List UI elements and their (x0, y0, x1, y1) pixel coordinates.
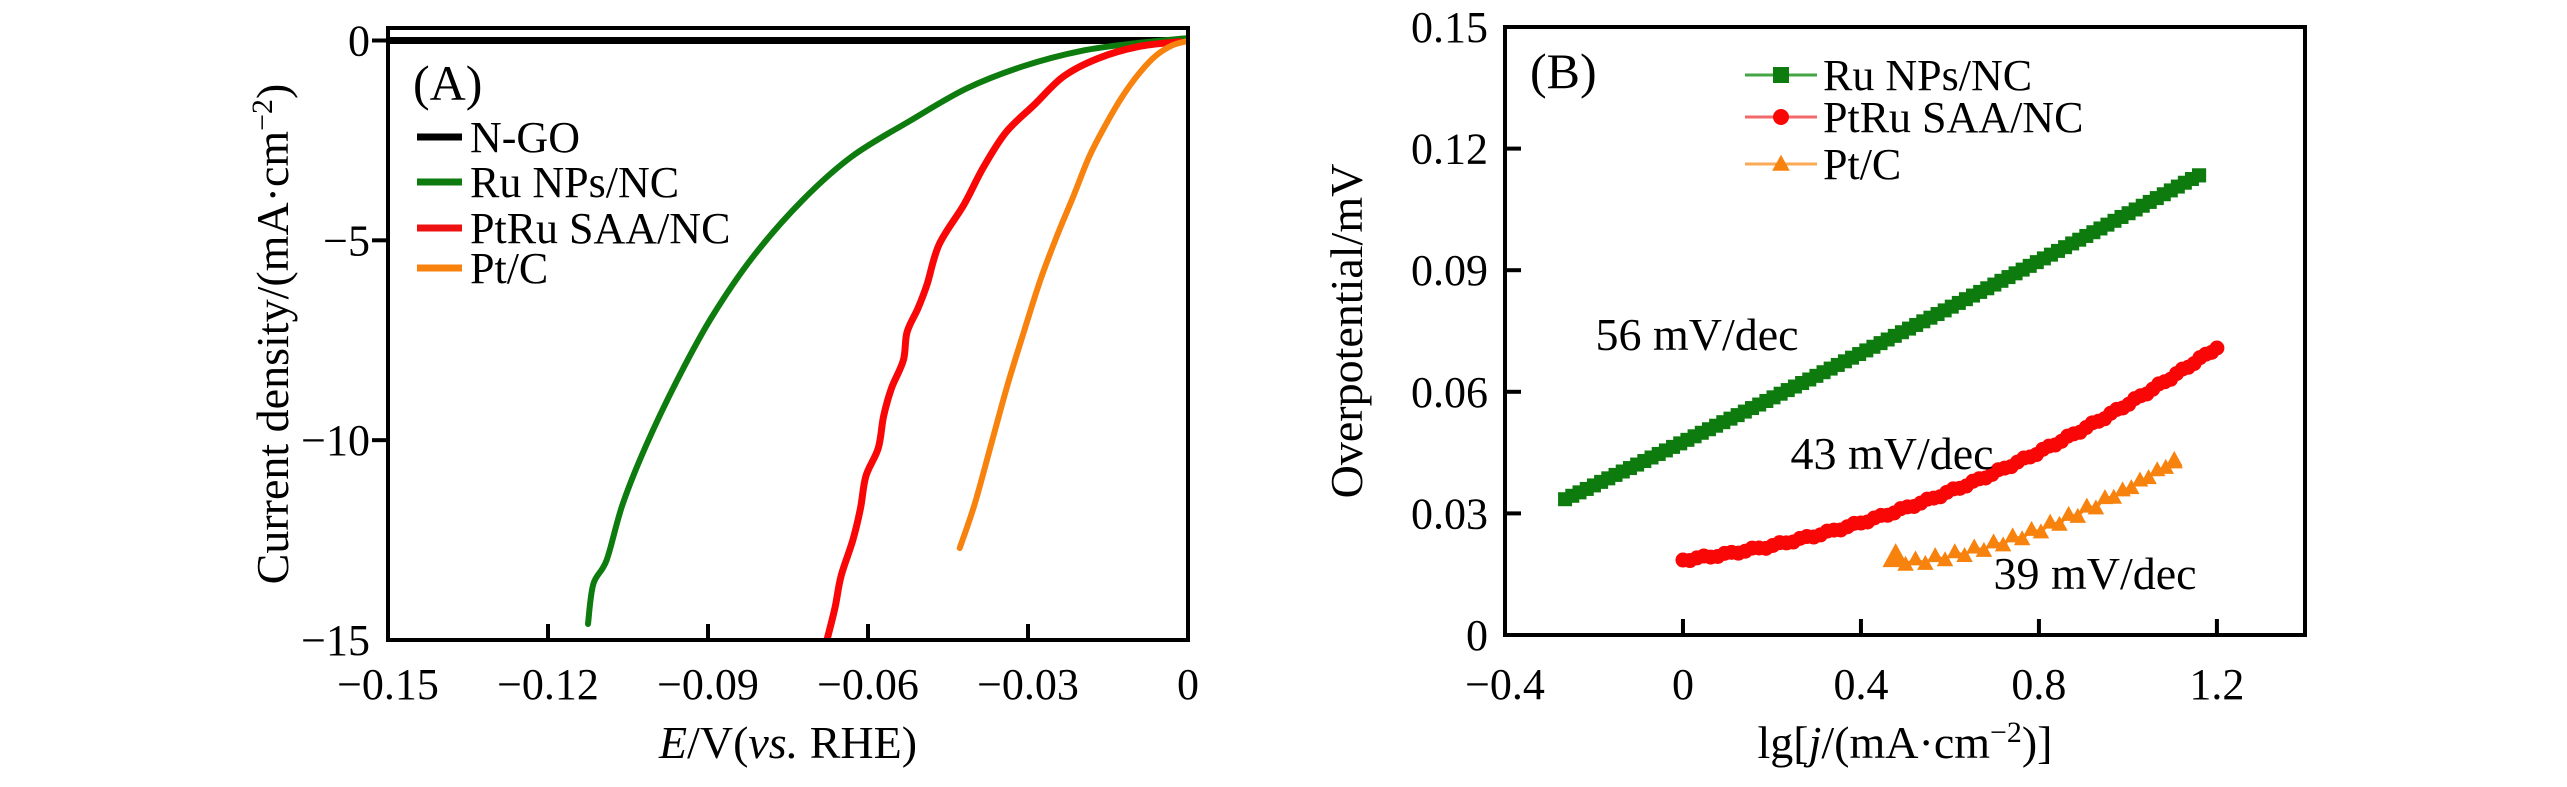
panel-b: −0.4 0 0.4 0.8 1.200.030.060.090.120.15lg[j/… (1321, 3, 2307, 768)
panel-b-marker-pt-c (1956, 546, 1973, 562)
panel-b-marker-pt-c (1975, 541, 1993, 557)
panel-a-ticks (372, 38, 1030, 640)
panel-b-marker-pt-c (2069, 507, 2087, 523)
panel-b-x-tick-label: −0.4 (1465, 660, 1545, 709)
panel-a-series-ru-nps-nc (585, 35, 1188, 628)
panel-a-legend-item-n-go: N-GO (417, 113, 580, 162)
panel-a-legend-item-ptru-saa-nc: PtRu SAA/NC (417, 204, 730, 253)
panel-a-legend-item-pt-c: Pt/C (417, 244, 548, 293)
panel-a-x-tick-label: −0.12 (497, 660, 599, 709)
panel-b-title: (B) (1530, 43, 1597, 99)
panel-a-legend-label: Pt/C (470, 244, 548, 293)
panel-b-x-tick-label: 0 (1672, 660, 1694, 709)
panel-b-marker-pt-c (2140, 469, 2157, 485)
panel-b-marker-pt-c (1907, 550, 1924, 566)
panel-a-y-axis-label: Current density/(mA·cm−2) (246, 84, 298, 585)
panel-b-x-axis-label: lg[j/(mA·cm−2)] (1758, 716, 2053, 768)
panel-b-series (1558, 168, 2225, 571)
legend-square-icon (1773, 67, 1789, 83)
panel-b-border (1503, 25, 2307, 637)
panel-b-y-tick-label: 0.15 (1411, 3, 1488, 52)
panel-a-y-tick-label: 0 (348, 16, 370, 65)
panel-b-marker-pt-c (2013, 530, 2031, 546)
panel-b-marker-ptru-saa-nc (2209, 340, 2225, 356)
panel-b-marker-pt-c (2123, 479, 2140, 495)
panel-b-marker-pt-c (1994, 536, 2012, 552)
panel-b-marker-pt-c (2051, 515, 2068, 531)
panel-b-marker-pt-c (2023, 520, 2040, 536)
panel-b-y-tick-label: 0.03 (1411, 489, 1488, 538)
panel-b-legend-label: PtRu SAA/NC (1823, 93, 2083, 142)
panel-b-legend-label: Pt/C (1823, 140, 1901, 189)
panel-b-marker-pt-c (2166, 453, 2183, 469)
panel-b-marker-pt-c (1965, 538, 1983, 554)
panel-b-marker-pt-c (1985, 533, 2002, 549)
panel-a-series (388, 35, 1188, 640)
panel-b-annotation-43-mv-dec: 43 mV/dec (1790, 428, 1993, 479)
legend-circle-icon (1773, 109, 1789, 125)
legend-triangle-icon (1772, 154, 1790, 171)
panel-a: −0.15 −0.12 −0.09 −0.06 −0.03 0 0 −5 −10 −15 E/V(v… (246, 16, 1199, 768)
panel-a-x-tick-label: −0.03 (977, 660, 1079, 709)
panel-a-series-pt-c (956, 38, 1188, 552)
panel-a-title: (A) (413, 55, 482, 111)
panel-b-ticks (1505, 146, 2219, 635)
panel-b-legend-item-ru-nps-nc: Ru NPs/NC (1745, 51, 2032, 100)
panel-a-y-tick-label: −5 (323, 216, 370, 265)
panel-a-x-tick-label: −0.06 (817, 660, 919, 709)
panel-a-y-tick-label: −10 (301, 416, 370, 465)
panel-a-legend-item-ru-nps-nc: Ru NPs/NC (417, 158, 679, 207)
panel-b-x-tick-label: 0.8 (2011, 660, 2066, 709)
panel-a-tick-labels: −0.15 −0.12 −0.09 −0.06 −0.03 0 0 −5 −10 −15 (301, 16, 1199, 709)
panel-b-annotation-39-mv-dec: 39 mV/dec (1993, 548, 2196, 599)
panel-b-marker-pt-c (2004, 527, 2021, 543)
panel-b-marker-pt-c (1936, 551, 1954, 567)
panel-b-annotation-56-mv-dec: 56 mV/dec (1595, 309, 1798, 360)
panel-b-y-tick-label: 0 (1466, 611, 1488, 660)
panel-b-x-tick-label: 0.4 (1833, 660, 1888, 709)
panel-a-legend-label: Ru NPs/NC (470, 158, 679, 207)
panel-b-x-tick-label: 1.2 (2189, 660, 2244, 709)
panel-b-series-ptru-saa-nc (1675, 340, 2225, 569)
panel-b-legend-item-ptru-saa-nc: PtRu SAA/NC (1745, 93, 2083, 142)
panel-b-marker-pt-c (2105, 488, 2123, 504)
panel-b-y-tick-label: 0.12 (1411, 125, 1488, 174)
panel-b-marker-ru-nps-nc (2192, 168, 2207, 183)
panel-b-y-tick-label: 0.06 (1411, 368, 1488, 417)
panel-b-legend-item-pt-c: Pt/C (1745, 140, 1901, 189)
panel-b-marker-pt-c (2157, 458, 2175, 474)
panel-a-x-tick-label: −0.15 (337, 660, 439, 709)
panel-a-x-tick-label: 0 (1177, 660, 1199, 709)
panel-a-curve-pt-c (956, 38, 1188, 552)
panel-a-legend-label: PtRu SAA/NC (470, 204, 730, 253)
panel-b-series-pt-c (1882, 450, 2183, 571)
panel-b-series-ru-nps-nc (1558, 168, 2207, 507)
panel-b-marker-pt-c (2032, 523, 2050, 539)
panel-b-marker-pt-c (1897, 555, 1914, 571)
panel-b-marker-pt-c (1926, 547, 1944, 563)
panel-a-y-tick-label: −15 (301, 616, 370, 665)
panel-b-marker-pt-c (1917, 554, 1934, 570)
panel-b-marker-pt-c (2087, 499, 2105, 515)
panel-a-series-ptru-saa-nc (823, 38, 1184, 640)
panel-a-border (386, 26, 1190, 642)
panel-a-x-axis-label: E/V(vs. RHE) (658, 717, 917, 768)
panel-a-x-tick-label: −0.09 (657, 660, 759, 709)
panel-b-y-axis-label: Overpotential/mV (1321, 164, 1372, 499)
panel-b-y-tick-label: 0.09 (1411, 246, 1488, 295)
panel-a-curve-ru-nps-nc (585, 35, 1188, 628)
panel-b-tick-labels: −0.4 0 0.4 0.8 1.200.030.060.090.120.15 (1411, 3, 2244, 709)
panel-b-marker-pt-c (1882, 543, 1909, 568)
panel-a-legend-label: N-GO (470, 113, 580, 162)
panel-a-curve-ptru-saa-nc (823, 38, 1184, 640)
panel-b-marker-pt-c (1946, 543, 1964, 559)
panel-b-marker-pt-c (2041, 513, 2059, 529)
panel-b-legend-label: Ru NPs/NC (1823, 51, 2032, 100)
